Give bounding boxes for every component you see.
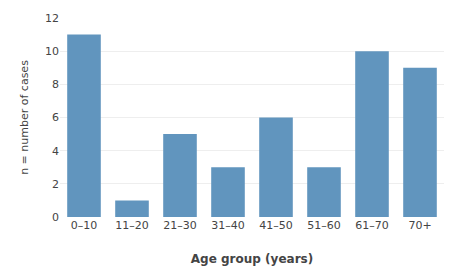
- svg-text:Age group (years): Age group (years): [191, 252, 313, 266]
- svg-text:61–70: 61–70: [355, 219, 389, 232]
- svg-text:8: 8: [52, 78, 59, 91]
- svg-text:12: 12: [45, 12, 59, 25]
- svg-text:41–50: 41–50: [259, 219, 293, 232]
- svg-text:2: 2: [52, 178, 59, 191]
- svg-text:6: 6: [52, 111, 59, 124]
- svg-text:0–10: 0–10: [71, 219, 98, 232]
- svg-text:0: 0: [52, 211, 59, 224]
- svg-text:10: 10: [45, 45, 59, 58]
- svg-text:4: 4: [52, 145, 59, 158]
- svg-text:21–30: 21–30: [163, 219, 197, 232]
- svg-text:70+: 70+: [408, 219, 431, 232]
- svg-text:51–60: 51–60: [307, 219, 341, 232]
- svg-text:11–20: 11–20: [115, 219, 149, 232]
- svg-text:31–40: 31–40: [211, 219, 245, 232]
- svg-text:n = number of cases: n = number of cases: [18, 60, 31, 175]
